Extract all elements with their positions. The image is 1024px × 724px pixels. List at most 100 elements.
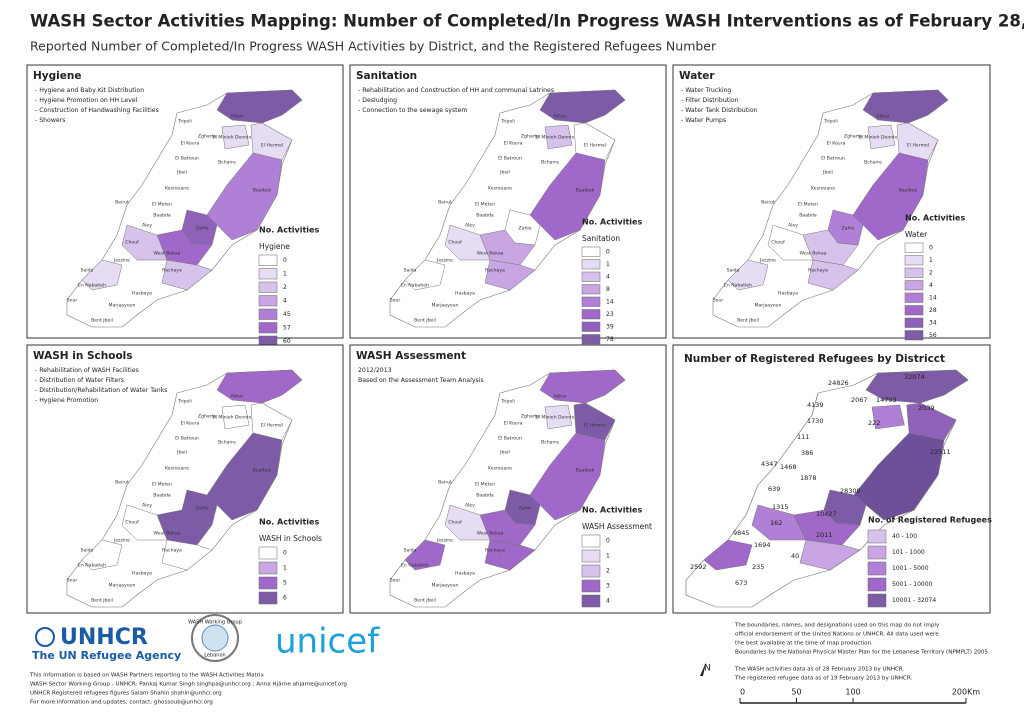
district-label: Baalbek xyxy=(253,188,272,194)
district-label: El Minieh Dennie xyxy=(536,415,575,421)
legend-label: 60 xyxy=(283,338,291,345)
panel-title: Sanitation xyxy=(356,70,417,82)
district-label: El Hermel xyxy=(261,423,283,429)
legend-label: 1 xyxy=(929,257,933,264)
unhcr-logo: UNHCR The UN Refugee Agency xyxy=(32,625,181,662)
district-label: Baalbek xyxy=(253,468,272,474)
district-label: Marjaayoun xyxy=(755,303,782,309)
legend-subtitle: Water xyxy=(905,230,928,239)
district-label: Bcharre xyxy=(541,160,559,166)
unhcr-text: UNHCR xyxy=(60,625,148,650)
subtitle: Reported Number of Completed/In Progress… xyxy=(30,39,717,54)
legend-swatch xyxy=(904,317,924,328)
map xyxy=(389,369,626,608)
district-label: Marjaayoun xyxy=(109,303,136,309)
bullet: - Desludging xyxy=(358,97,397,104)
district xyxy=(216,89,303,124)
refugee-count: 32074 xyxy=(904,373,925,381)
legend-swatch xyxy=(581,259,601,270)
district-label: El Hermel xyxy=(907,143,929,149)
district-label: El Koura xyxy=(504,421,523,427)
legend-swatch xyxy=(904,280,924,291)
district-label: West Bekaa xyxy=(154,531,181,537)
legend-label: 2 xyxy=(606,568,610,575)
refugee-count: 24826 xyxy=(828,379,849,387)
refugee-count: 40 xyxy=(791,552,799,560)
map xyxy=(685,369,969,608)
legend-label: 40 - 100 xyxy=(892,533,917,540)
wash-seal: WASH Working Group Lebanon xyxy=(188,614,242,662)
district-label: Bcharre xyxy=(218,160,236,166)
bullet: - Water Pumps xyxy=(681,117,726,124)
district-label: Akkar xyxy=(230,394,243,400)
bullet: - Connection to the sewage system xyxy=(358,107,467,114)
district-label: El Hermel xyxy=(584,143,606,149)
disclaimer: The WASH activities data as of 28 Februa… xyxy=(734,667,905,673)
legend-swatch xyxy=(867,561,887,576)
district-label: En Nabatieh xyxy=(401,283,429,289)
district xyxy=(751,504,807,541)
district-label: Zgharta xyxy=(198,414,216,420)
north-arrow: N xyxy=(700,662,711,676)
district-label: Saida xyxy=(81,268,94,274)
legend-label: 0 xyxy=(283,550,287,557)
bullet: - Distribution/Rehabilitation of Water T… xyxy=(35,387,168,394)
refugee-count: 10427 xyxy=(816,510,837,518)
legend-title: No. Activities xyxy=(259,518,319,527)
legend-swatch xyxy=(258,322,278,334)
legend-swatch xyxy=(867,577,887,592)
district-label: Jbeil xyxy=(176,170,187,176)
legend-title: No. Activities xyxy=(582,218,642,227)
district xyxy=(529,432,606,521)
legend-swatch xyxy=(581,579,601,593)
district-label: Jezzine xyxy=(113,538,130,544)
district-label: Chouf xyxy=(448,240,462,246)
district-label: Hasbaya xyxy=(455,291,475,297)
district-label: Bent Jbeil xyxy=(414,318,436,324)
legend-label: 45 xyxy=(283,311,291,318)
district-label: Bent Jbeil xyxy=(91,598,113,604)
district xyxy=(539,369,626,404)
legend-swatch xyxy=(867,545,887,560)
legend-label: 3 xyxy=(606,583,610,590)
map xyxy=(66,369,303,608)
district-label: Chouf xyxy=(125,240,139,246)
panel-title: Hygiene xyxy=(33,70,81,82)
legend-label: 56 xyxy=(929,332,937,339)
district-label: Baalbek xyxy=(576,188,595,194)
district-label: Zahle xyxy=(519,226,532,232)
district-label: El Meten xyxy=(152,482,172,488)
district-label: Akkar xyxy=(230,114,243,120)
map xyxy=(66,89,303,328)
district-label: El Hermel xyxy=(261,143,283,149)
district-label: Hasbaya xyxy=(132,291,152,297)
district xyxy=(404,539,446,571)
district xyxy=(221,404,250,430)
legend-swatch xyxy=(258,308,278,320)
map xyxy=(712,89,949,328)
district xyxy=(216,369,303,404)
refugee-count: 1468 xyxy=(780,463,797,471)
legend-swatch xyxy=(581,321,601,332)
legend-swatch xyxy=(904,242,924,253)
district-label: Bcharre xyxy=(541,440,559,446)
district-label: Zahle xyxy=(196,226,209,232)
legend-label: 1 xyxy=(283,270,287,277)
legend-label: 101 - 1000 xyxy=(892,549,925,556)
district xyxy=(544,404,573,430)
district xyxy=(539,89,626,124)
district xyxy=(161,539,213,571)
disclaimer: the best available at the time of map pr… xyxy=(735,641,873,647)
district-label: Baalbek xyxy=(899,188,918,194)
district-label: Jezzine xyxy=(113,258,130,264)
refugee-count: 111 xyxy=(797,433,809,441)
legend-swatch xyxy=(867,529,887,544)
district-label: Aley xyxy=(142,223,152,229)
district-label: El Minieh Dennie xyxy=(213,135,252,141)
district-label: En Nabatieh xyxy=(78,283,106,289)
district xyxy=(484,539,536,571)
district-label: Aley xyxy=(465,223,475,229)
bullet: - Rehabilitation and Construction of HH … xyxy=(358,87,554,94)
